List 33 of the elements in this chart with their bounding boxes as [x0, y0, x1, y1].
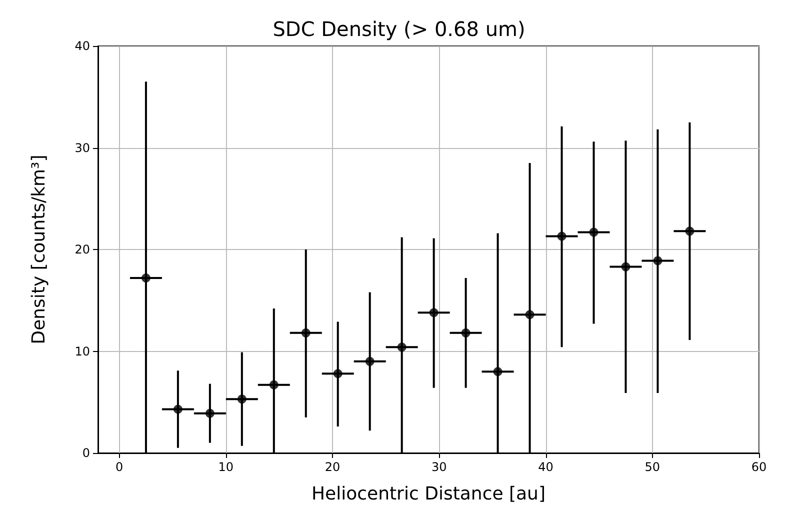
point	[365, 356, 374, 366]
x-tick-label: 30	[432, 460, 447, 474]
point	[333, 369, 342, 378]
y-axis-title: Density [counts/km³]	[28, 154, 50, 344]
y-tick-label: 30	[74, 140, 90, 155]
point	[237, 394, 246, 404]
chart-title: SDC Density (> 0.68 um)	[272, 17, 526, 41]
point	[301, 328, 310, 338]
point	[493, 367, 502, 376]
y-tick-label: 0	[82, 446, 90, 460]
x-tick-label: 50	[644, 460, 660, 474]
point	[653, 256, 662, 266]
x-tick-label: 60	[751, 460, 767, 474]
point	[685, 226, 694, 236]
point	[429, 308, 438, 318]
x-tick-label: 20	[324, 460, 340, 474]
y-tick-label: 40	[74, 39, 90, 53]
point	[461, 328, 470, 338]
x-tick-label: 40	[538, 460, 554, 474]
point	[397, 342, 406, 352]
point	[589, 228, 598, 237]
x-axis-title: Heliocentric Distance [au]	[312, 484, 546, 504]
point	[525, 310, 534, 320]
point	[173, 404, 182, 414]
x-tick-label: 0	[116, 460, 124, 474]
point	[141, 273, 150, 282]
y-tick-label: 20	[74, 242, 90, 256]
y-tick-label: 10	[74, 344, 90, 358]
point	[205, 408, 214, 418]
point	[269, 380, 278, 390]
point	[557, 232, 566, 241]
point	[621, 262, 630, 272]
x-tick-label: 10	[218, 460, 234, 474]
